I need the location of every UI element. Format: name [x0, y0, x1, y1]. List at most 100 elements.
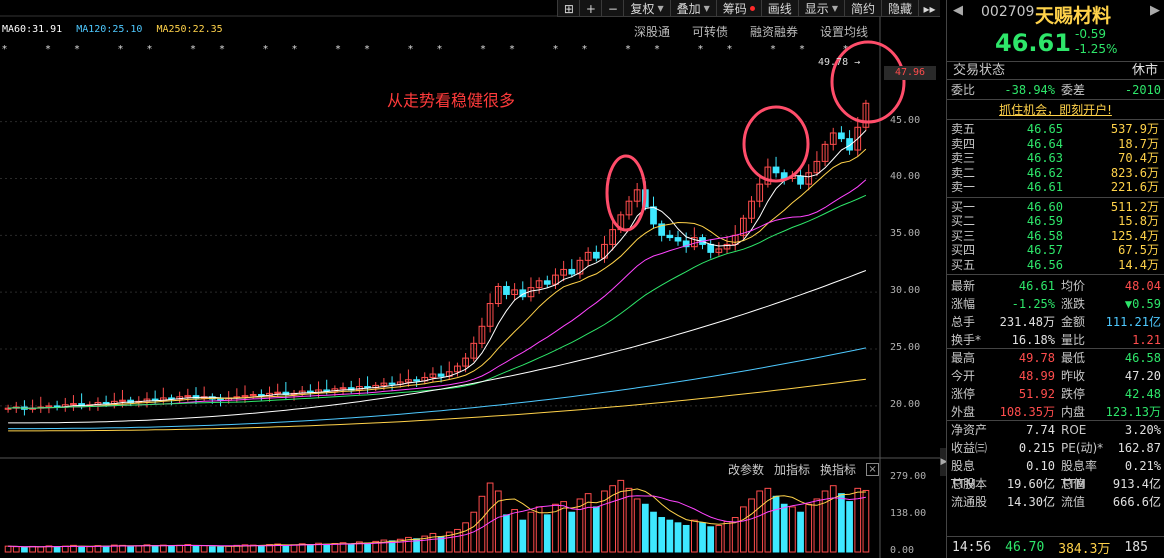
add-indicator-button[interactable]: 加指标: [774, 463, 811, 477]
high-price-label: 49.78 →: [818, 57, 861, 68]
order-label: 买二: [951, 214, 976, 228]
collapse-panel-icon[interactable]: ▶: [940, 448, 948, 476]
volume-ma-line: [8, 495, 866, 548]
volume-bar: [29, 545, 36, 553]
volume-bar: [12, 546, 20, 553]
toolbar-button[interactable]: 复权 ▼: [623, 0, 669, 17]
stat-value: 48.99: [1018, 369, 1055, 383]
volume-tick: 0.00: [890, 545, 915, 556]
open-account-link[interactable]: 抓住机会，即刻开户!: [947, 100, 1164, 120]
candle-body: [846, 138, 853, 151]
candle-body: [813, 160, 821, 174]
candle-body: [797, 175, 804, 185]
volume-bar: [511, 509, 518, 553]
ma-legend-item: MA120:25.10: [76, 24, 143, 35]
candle-body: [217, 398, 224, 401]
candle-body: [454, 365, 461, 373]
volume-bar: [282, 544, 290, 553]
next-stock-icon[interactable]: ▶: [1150, 3, 1160, 18]
stat-row: 换手* 16.18% 量比 1.21: [947, 331, 1164, 349]
stat-label: 最高: [951, 351, 976, 365]
buy-row[interactable]: 买三 46.58 125.4万: [947, 229, 1164, 244]
stat-value: 48.04: [1124, 279, 1161, 293]
prev-stock-icon[interactable]: ◀: [953, 3, 963, 18]
highlight-circle: [605, 154, 647, 232]
sub-link[interactable]: 设置均线: [820, 25, 869, 39]
stat-value: 14.30亿: [1006, 495, 1055, 509]
ma-line: [8, 194, 867, 409]
switch-indicator-button[interactable]: 换指标: [820, 463, 857, 477]
candle-body: [625, 200, 633, 216]
long-ma-line: [8, 270, 867, 424]
volume-bar: [249, 544, 257, 553]
toolbar-button[interactable]: 显示 ▼: [797, 0, 844, 17]
toolbar-button[interactable]: 筹码: [715, 0, 761, 17]
volume-bar: [102, 545, 110, 553]
forward-icon[interactable]: ▸▸: [918, 0, 940, 17]
sell-row[interactable]: 卖四 46.64 18.7万: [947, 137, 1164, 152]
stat-label: 总值: [1061, 477, 1086, 491]
stat-value: 46.58: [1124, 351, 1161, 365]
order-volume: 125.4万: [1110, 228, 1159, 243]
current-price-flag: 47.96: [884, 66, 936, 80]
stat-value: -1.25%: [1011, 297, 1055, 311]
sub-link[interactable]: 融资融券: [750, 25, 799, 39]
sell-row[interactable]: 卖五 46.65 537.9万: [947, 122, 1164, 137]
buy-row[interactable]: 买五 46.56 14.4万: [947, 258, 1164, 273]
stock-change: -0.59 -1.25%: [1075, 27, 1117, 57]
candle-body: [307, 390, 314, 393]
grid-icon[interactable]: ⊞: [557, 0, 579, 17]
volume-bar: [731, 517, 739, 553]
toolbar-button[interactable]: 隐藏: [880, 0, 918, 17]
order-volume: 823.6万: [1110, 165, 1159, 180]
buy-row[interactable]: 买一 46.60 511.2万: [947, 200, 1164, 215]
volume-bar: [478, 495, 486, 553]
buy-row[interactable]: 买二 46.59 15.8万: [947, 214, 1164, 229]
candle-body: [592, 251, 600, 259]
stat-label: 净资产: [951, 423, 988, 437]
plus-icon[interactable]: +: [579, 0, 601, 17]
volume-bar: [715, 524, 723, 553]
stat-label: ROE: [1061, 423, 1087, 437]
candle-body: [658, 223, 666, 236]
volume-bar: [503, 514, 510, 553]
candle-body: [707, 243, 715, 253]
volume-bar: [527, 511, 535, 553]
price-tick: 40.00: [890, 171, 921, 183]
stats-table: 最新 46.61 均价 48.04 涨幅 -1.25% 涨跌 ▼0.59 总手 231.48万 金额…: [947, 275, 1164, 511]
event-marker: *: [437, 44, 442, 55]
weibi-label: 委比: [951, 83, 976, 97]
volume-bar: [307, 544, 314, 553]
close-icon[interactable]: ×: [866, 463, 880, 476]
order-label: 买一: [951, 199, 976, 214]
chart-area[interactable]: * * * * * * * * * * * * * * * * * * * * * * * * MA60:31.91 MA120…: [0, 0, 940, 558]
price-tick: 35.00: [890, 228, 921, 240]
sell-row[interactable]: 卖二 46.62 823.6万: [947, 166, 1164, 181]
stat-label: 流值: [1061, 495, 1086, 509]
stat-value: 162.87: [1117, 441, 1161, 455]
stat-row: 总股本 19.60亿 总值 913.4亿: [947, 475, 1164, 493]
toolbar-button[interactable]: 叠加 ▼: [669, 0, 716, 17]
toolbar-button[interactable]: 简约: [843, 0, 881, 17]
stat-value: 42.48: [1124, 387, 1161, 401]
candle-body: [494, 285, 502, 305]
change-params-button[interactable]: 改参数: [728, 463, 765, 477]
candle-body: [862, 102, 870, 128]
volume-tools: 改参数 加指标 换指标 ×: [728, 461, 880, 478]
sub-link[interactable]: 可转债: [692, 25, 729, 39]
kline-chart[interactable]: * * * * * * * * * * * * * * * * * * * * * * * *: [0, 0, 940, 558]
sell-row[interactable]: 卖一 46.61 221.6万: [947, 180, 1164, 195]
minus-icon[interactable]: −: [601, 0, 623, 17]
buy-row[interactable]: 买四 46.57 67.5万: [947, 243, 1164, 258]
stat-label: 收益㈢: [951, 441, 988, 455]
sell-row[interactable]: 卖三 46.63 70.4万: [947, 151, 1164, 166]
volume-bar: [241, 544, 249, 553]
stat-value: 49.78: [1018, 351, 1055, 365]
volume-bar: [764, 487, 772, 553]
toolbar-button[interactable]: 画线: [760, 0, 798, 17]
candle-body: [119, 399, 126, 402]
sub-link[interactable]: 深股通: [634, 25, 671, 39]
volume-bar: [364, 542, 371, 553]
event-marker: *: [510, 44, 515, 55]
candle-body: [184, 395, 192, 398]
